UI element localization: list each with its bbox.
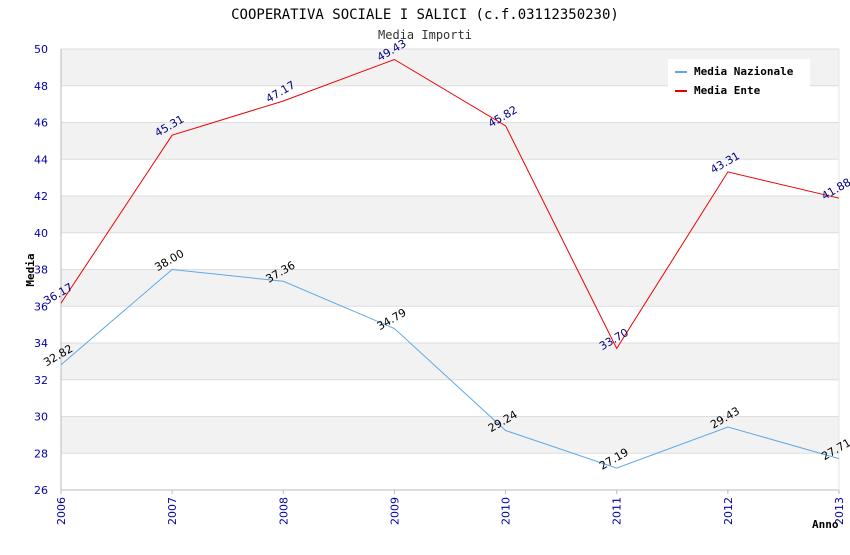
series-line-media-nazionale xyxy=(60,268,840,469)
plot-band xyxy=(61,232,839,270)
x-tick-label: 2006 xyxy=(55,497,68,525)
y-tick-label: 42 xyxy=(34,190,48,203)
x-axis-label: Anno xyxy=(812,518,839,531)
x-tick-label: 2007 xyxy=(166,497,179,525)
y-tick-label: 28 xyxy=(34,447,48,460)
plot-band xyxy=(61,379,839,417)
plot-background xyxy=(61,49,839,490)
x-tick-label: 2013 xyxy=(833,497,846,525)
chart-subtitle: Media Importi xyxy=(378,28,472,42)
plot-band xyxy=(61,269,839,307)
legend: Media Nazionale Media Ente xyxy=(668,59,810,101)
y-tick-label: 44 xyxy=(34,153,48,166)
y-tick-label: 46 xyxy=(34,117,48,130)
y-tick-label: 36 xyxy=(34,300,48,313)
x-tick-label: 2008 xyxy=(277,497,290,525)
y-tick-label: 26 xyxy=(34,484,48,497)
y-tick-label: 30 xyxy=(34,411,48,424)
legend-box xyxy=(668,59,810,101)
gridlines xyxy=(60,48,840,491)
series-lines xyxy=(60,58,840,469)
y-tick-label: 38 xyxy=(34,264,48,277)
legend-label-media-ente: Media Ente xyxy=(694,84,761,97)
plot-band xyxy=(61,159,839,196)
plot-band xyxy=(61,306,839,343)
x-axis-ticks: 2006 2007 2008 2009 2010 2011 2012 2013 xyxy=(55,490,846,525)
series-line-media-ente xyxy=(60,58,840,350)
x-tick-label: 2009 xyxy=(388,497,401,525)
x-tick-label: 2012 xyxy=(722,497,735,525)
y-tick-label: 32 xyxy=(34,374,48,387)
plot-band xyxy=(61,343,839,380)
y-tick-label: 50 xyxy=(34,43,48,56)
y-axis-ticks: 26 28 30 32 34 36 38 40 42 44 46 48 50 xyxy=(34,43,48,497)
plot-band xyxy=(61,416,839,454)
y-tick-label: 40 xyxy=(34,227,48,240)
x-tick-label: 2010 xyxy=(500,497,513,525)
y-tick-label: 48 xyxy=(34,80,48,93)
legend-label-media-nazionale: Media Nazionale xyxy=(694,65,794,78)
plot-band xyxy=(61,122,839,160)
y-axis-label: Media xyxy=(24,253,37,286)
x-tick-label: 2011 xyxy=(611,497,624,525)
y-tick-label: 34 xyxy=(34,337,48,350)
plot-band xyxy=(61,196,839,233)
chart-title: COOPERATIVA SOCIALE I SALICI (c.f.031123… xyxy=(231,7,619,23)
plot-band xyxy=(61,453,839,490)
